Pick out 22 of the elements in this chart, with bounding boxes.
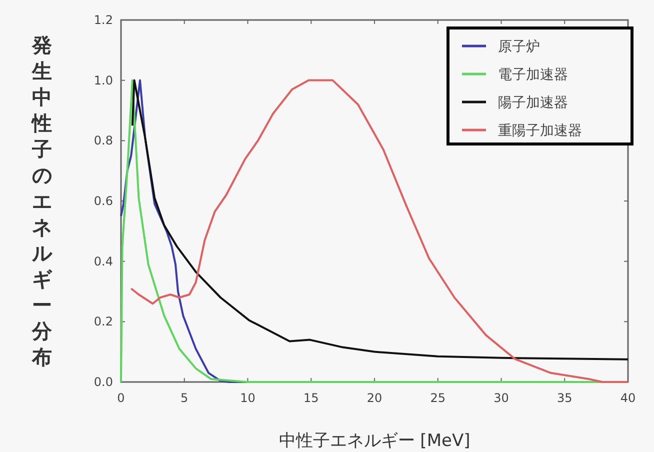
y-tick-label: 0.8: [94, 134, 113, 148]
x-tick-label: 10: [240, 391, 256, 405]
legend-label: 原子炉: [498, 39, 540, 55]
x-tick-label: 25: [430, 391, 446, 405]
legend-label: 陽子加速器: [498, 95, 568, 111]
y-tick-label: 0.0: [94, 375, 113, 389]
x-tick-label: 0: [117, 391, 125, 405]
y-tick-label: 1.2: [94, 13, 113, 27]
y-tick-label: 0.6: [94, 194, 113, 208]
x-tick-label: 35: [556, 391, 572, 405]
legend-label: 電子加速器: [498, 67, 568, 83]
x-tick-label: 15: [303, 391, 319, 405]
y-tick-label: 0.2: [94, 314, 113, 329]
y-tick-label: 1.0: [94, 73, 113, 88]
y-tick-label: 0.4: [94, 254, 113, 268]
legend-label: 重陽子加速器: [498, 123, 582, 139]
text: 発生中性子のエネルギー分布: [32, 33, 52, 369]
x-axis-title: 中性子エネルギー [MeV]: [278, 431, 470, 451]
x-tick-label: 20: [366, 391, 382, 405]
x-tick-label: 30: [494, 391, 509, 405]
x-tick-label: 40: [620, 391, 636, 405]
x-tick-label: 5: [180, 391, 188, 405]
